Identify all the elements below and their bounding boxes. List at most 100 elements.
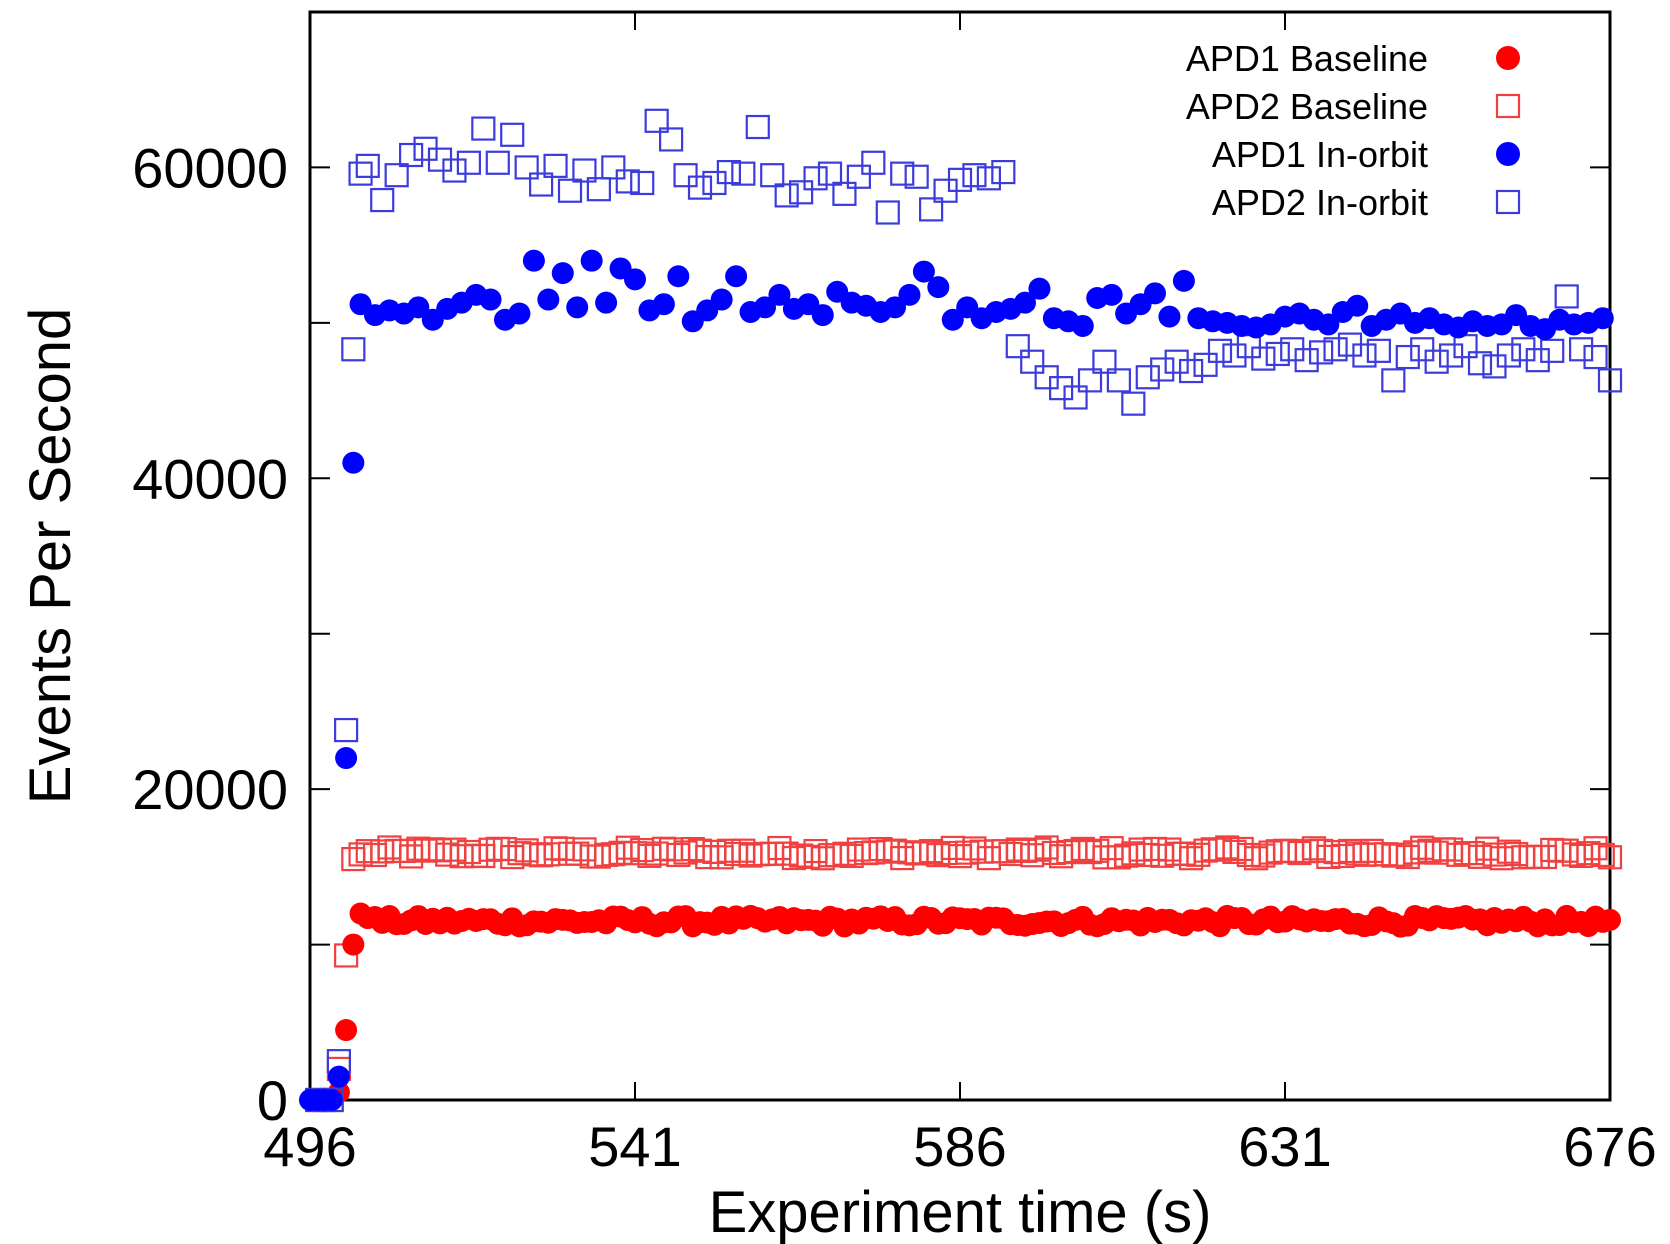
legend-label: APD2 In-orbit [1212,182,1428,223]
plot-frame [308,10,1612,1102]
data-point [1071,314,1094,337]
data-point [774,183,799,208]
data-point [738,843,763,868]
data-point [1467,351,1493,376]
data-point [413,838,438,863]
data-point [537,288,560,311]
data-point [940,835,965,861]
data-point [1077,368,1103,393]
data-point [644,108,669,133]
data-point [1599,908,1621,931]
data-point [947,167,973,192]
data-point [1366,338,1391,363]
data-point [1583,344,1608,370]
data-point [1005,334,1030,359]
data-point [1540,338,1565,363]
data-point [811,304,834,327]
data-point [1135,842,1160,868]
x-tick-label: 541 [588,1115,681,1178]
series-apd2-in-orbit [305,108,1623,1113]
data-point [1439,343,1464,368]
data-point [898,283,921,306]
legend-marker [1495,93,1521,119]
data-point [1028,277,1051,300]
data-point [485,150,510,175]
data-point [478,837,503,862]
data-point [1207,338,1233,363]
data-point [710,288,733,311]
data-point [407,296,430,319]
legend: APD1 Baseline APD2 Baseline APD1 In-orbit A… [1186,38,1521,223]
data-point [1532,844,1558,870]
data-point [557,178,583,203]
data-point [335,1019,358,1042]
data-point [399,142,424,168]
y-axis-title: Events Per Second [18,308,83,805]
data-point [1569,337,1594,362]
data-point [1424,349,1449,374]
data-point [890,161,915,186]
data-point [1346,294,1369,317]
data-point [1142,836,1168,862]
data-point [1100,283,1123,306]
data-point [659,127,684,152]
data-point [1287,840,1312,866]
data-point [760,841,785,866]
data-point [335,747,358,770]
data-point [817,161,843,186]
data-point [1309,340,1334,365]
data-point [1475,836,1500,861]
data-point [754,296,776,319]
data-point [803,166,828,191]
data-point [522,249,545,272]
data-point [1583,836,1608,861]
data-point [529,843,554,868]
data-point [695,845,720,870]
legend-label: APD1 In-orbit [1212,134,1428,175]
data-point [1144,282,1166,305]
legend-marker [1496,46,1520,70]
data-point [1496,343,1521,368]
data-point [796,844,821,869]
data-point [1063,385,1088,410]
data-point [1020,349,1045,374]
data-point [1005,837,1030,862]
data-point [370,187,395,213]
data-point [485,836,510,861]
data-point [1158,305,1181,328]
data-point [1251,346,1276,371]
data-point [904,164,929,189]
x-tick-label: 631 [1238,1115,1331,1178]
data-point [594,842,619,867]
data-point [1590,842,1615,867]
data-point [543,153,568,178]
data-point [1200,837,1225,862]
data-point [1554,284,1579,309]
data-point [420,837,445,862]
data-point [1179,358,1204,384]
data-point [1063,838,1088,864]
data-point [687,175,713,200]
data-point [1597,368,1623,393]
data-point [667,265,690,288]
data-point [1316,844,1341,869]
data-point [348,161,373,186]
data-point [768,283,791,306]
data-point [1172,269,1195,292]
data-point [479,288,502,311]
data-point [912,260,935,283]
data-point [1014,291,1036,314]
data-point [551,262,574,285]
data-point [342,933,365,956]
data-point [1525,844,1550,870]
data-point [1395,344,1420,370]
data-point [861,150,886,175]
data-point [624,268,646,291]
data-point [1323,337,1348,362]
data-point [774,841,799,866]
data-point [342,451,365,474]
data-point [1352,343,1377,368]
legend-label: APD1 Baseline [1186,38,1428,79]
data-point [1049,376,1074,401]
